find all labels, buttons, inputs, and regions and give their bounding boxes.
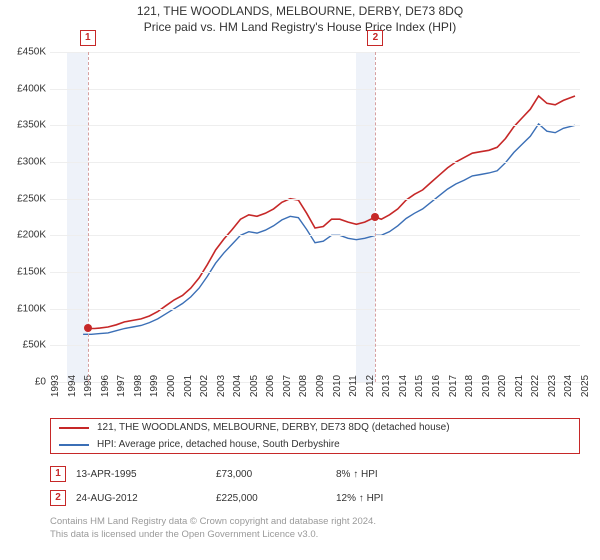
x-axis-label: 1998: [133, 375, 144, 397]
credits-line-1: Contains HM Land Registry data © Crown c…: [50, 516, 580, 529]
y-axis-label: £250K: [6, 193, 46, 204]
chart-container: 121, THE WOODLANDS, MELBOURNE, DERBY, DE…: [0, 0, 600, 560]
x-axis-label: 1996: [100, 375, 111, 397]
gridline: [50, 272, 580, 273]
x-axis-label: 2003: [216, 375, 227, 397]
legend: 121, THE WOODLANDS, MELBOURNE, DERBY, DE…: [50, 418, 580, 454]
x-axis-label: 2023: [547, 375, 558, 397]
x-axis-label: 2004: [232, 375, 243, 397]
x-axis-label: 2015: [414, 375, 425, 397]
transaction-badge: 1: [50, 466, 66, 482]
x-axis-label: 2017: [448, 375, 459, 397]
legend-swatch: [59, 427, 89, 429]
x-axis-label: 2002: [199, 375, 210, 397]
x-axis-label: 2021: [514, 375, 525, 397]
gridline: [50, 89, 580, 90]
x-axis-label: 1993: [50, 375, 61, 397]
y-axis-label: £0: [6, 377, 46, 388]
x-axis-label: 2019: [481, 375, 492, 397]
legend-label: HPI: Average price, detached house, Sout…: [97, 439, 340, 450]
gridline: [50, 199, 580, 200]
transaction-price: £73,000: [216, 469, 336, 480]
event-badge: 1: [80, 30, 96, 46]
plot-area: £0£50K£100K£150K£200K£250K£300K£350K£400…: [50, 52, 580, 383]
x-axis-label: 2016: [431, 375, 442, 397]
series-line: [83, 124, 575, 334]
y-axis-label: £200K: [6, 230, 46, 241]
x-axis-label: 2025: [580, 375, 591, 397]
transaction-pct: 8% ↑ HPI: [336, 469, 436, 480]
event-line: [88, 52, 89, 382]
y-axis-label: £400K: [6, 83, 46, 94]
event-badge: 2: [367, 30, 383, 46]
y-axis-label: £300K: [6, 157, 46, 168]
legend-label: 121, THE WOODLANDS, MELBOURNE, DERBY, DE…: [97, 422, 450, 433]
transaction-row: 1 13-APR-1995£73,0008% ↑ HPI: [50, 462, 580, 486]
x-axis-label: 2011: [348, 375, 359, 397]
transaction-date: 13-APR-1995: [76, 469, 216, 480]
x-axis-label: 2005: [249, 375, 260, 397]
gridline: [50, 309, 580, 310]
transaction-pct: 12% ↑ HPI: [336, 493, 436, 504]
y-axis-label: £150K: [6, 267, 46, 278]
y-axis-label: £50K: [6, 340, 46, 351]
gridline: [50, 52, 580, 53]
x-axis-label: 2009: [315, 375, 326, 397]
x-axis-label: 2024: [563, 375, 574, 397]
series-line: [88, 96, 575, 329]
y-axis-label: £350K: [6, 120, 46, 131]
x-axis-label: 1999: [149, 375, 160, 397]
gridline: [50, 125, 580, 126]
y-axis-label: £100K: [6, 303, 46, 314]
gridline: [50, 162, 580, 163]
credits: Contains HM Land Registry data © Crown c…: [50, 516, 580, 542]
transaction-badge: 2: [50, 490, 66, 506]
legend-row: HPI: Average price, detached house, Sout…: [51, 436, 579, 453]
titles: 121, THE WOODLANDS, MELBOURNE, DERBY, DE…: [0, 0, 600, 34]
x-axis-label: 2006: [265, 375, 276, 397]
legend-swatch: [59, 444, 89, 446]
x-axis-label: 2000: [166, 375, 177, 397]
transactions-table: 1 13-APR-1995£73,0008% ↑ HPI 2 24-AUG-2012£…: [50, 462, 580, 510]
y-axis-label: £450K: [6, 47, 46, 58]
credits-line-2: This data is licensed under the Open Gov…: [50, 529, 580, 542]
transaction-date: 24-AUG-2012: [76, 493, 216, 504]
x-axis-label: 1997: [116, 375, 127, 397]
x-axis-label: 2008: [298, 375, 309, 397]
transaction-row: 2 24-AUG-2012£225,00012% ↑ HPI: [50, 486, 580, 510]
x-axis-label: 2014: [398, 375, 409, 397]
gridline: [50, 345, 580, 346]
transaction-price: £225,000: [216, 493, 336, 504]
legend-row: 121, THE WOODLANDS, MELBOURNE, DERBY, DE…: [51, 419, 579, 436]
chart-svg: [50, 52, 580, 382]
x-axis-label: 2012: [365, 375, 376, 397]
x-axis-label: 2018: [464, 375, 475, 397]
x-axis-label: 2010: [332, 375, 343, 397]
gridline: [50, 235, 580, 236]
x-axis-label: 1994: [67, 375, 78, 397]
x-axis-label: 2001: [183, 375, 194, 397]
x-axis-label: 2007: [282, 375, 293, 397]
x-axis-label: 2022: [530, 375, 541, 397]
x-axis-label: 2020: [497, 375, 508, 397]
x-axis-label: 2013: [381, 375, 392, 397]
title-main: 121, THE WOODLANDS, MELBOURNE, DERBY, DE…: [0, 4, 600, 18]
